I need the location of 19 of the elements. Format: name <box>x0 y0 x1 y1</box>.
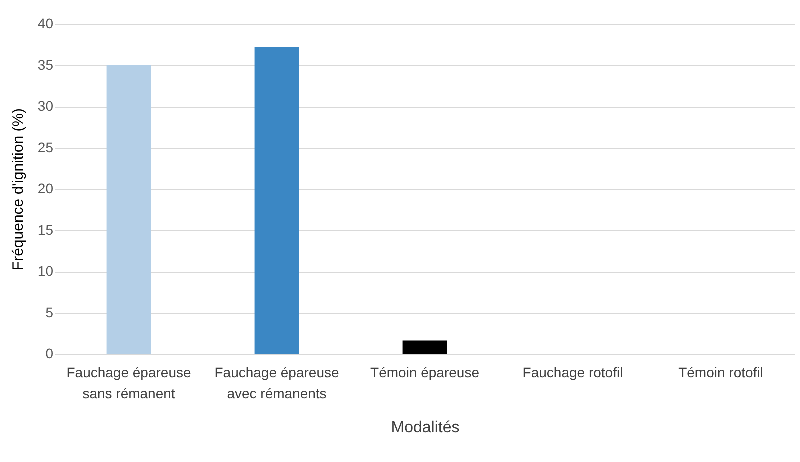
x-tick-label: Fauchage épareuse sans rémanent <box>66 364 192 402</box>
x-axis-title: Modalités <box>391 420 460 436</box>
x-tick-label: Témoin épareuse <box>370 364 480 380</box>
y-tick-label: 15 <box>38 222 54 238</box>
y-tick-label: 5 <box>46 304 54 320</box>
bar <box>254 47 300 354</box>
x-tick-label: Fauchage épareuse avec rémanents <box>214 364 340 402</box>
bar <box>106 65 152 354</box>
y-tick-label: 10 <box>38 263 54 279</box>
y-tick-label: 20 <box>38 180 54 196</box>
bar <box>402 340 448 354</box>
x-tick-label: Témoin rotofil <box>678 364 764 380</box>
y-tick-label: 30 <box>38 98 54 114</box>
x-tick-label: Fauchage rotofil <box>522 364 624 380</box>
y-tick-label: 25 <box>38 139 54 156</box>
y-axis-title: Fréquence d'ignition (%) <box>10 108 27 271</box>
y-tick-label: 40 <box>38 16 54 32</box>
y-tick-label: 35 <box>38 56 54 73</box>
y-tick-label: 0 <box>46 346 54 362</box>
